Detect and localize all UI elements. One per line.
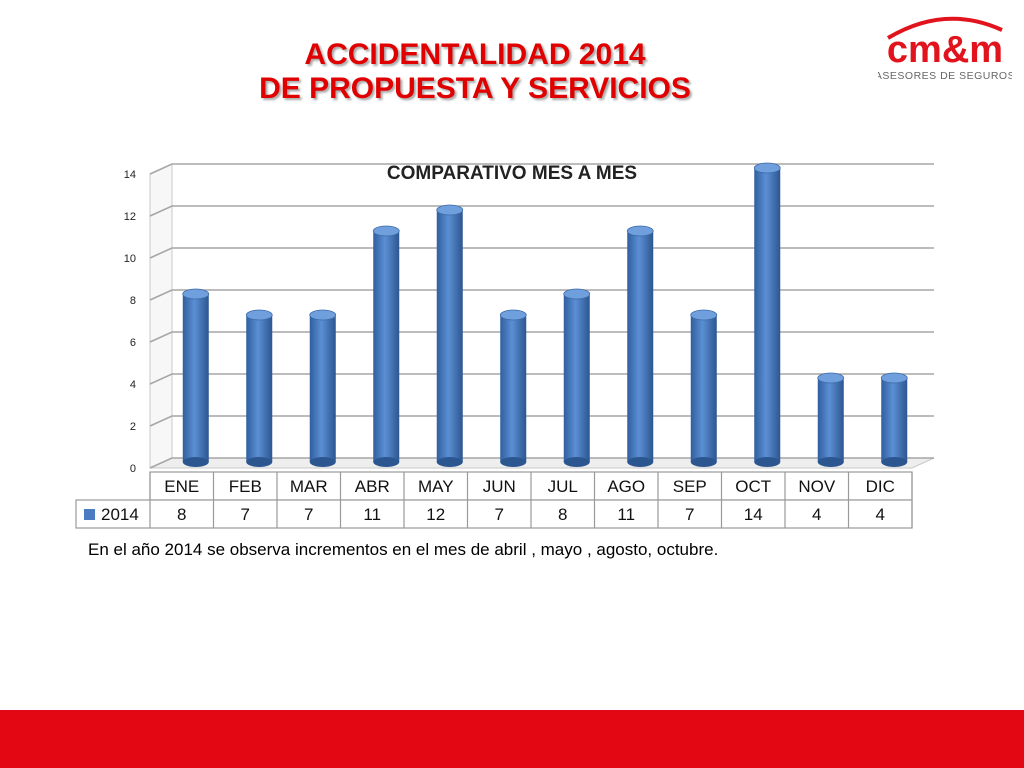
bar-top	[182, 288, 210, 300]
x-tick-label: ABR	[355, 477, 390, 496]
bar-top	[817, 372, 845, 384]
data-label: 7	[495, 505, 504, 524]
x-tick-label: FEB	[229, 477, 262, 496]
x-tick-label: MAR	[290, 477, 328, 496]
logo-text-main: cm&m	[887, 29, 1003, 71]
bar-base	[817, 457, 844, 467]
legend-swatch	[84, 509, 95, 520]
bar-base	[373, 457, 400, 467]
bar-base	[436, 457, 463, 467]
gridline	[149, 247, 934, 259]
bar-top	[753, 162, 781, 174]
bar	[627, 231, 654, 462]
bar-top	[690, 309, 718, 321]
data-label: 12	[426, 505, 445, 524]
company-logo: cm&m ASESORES DE SEGUROS	[878, 16, 1012, 82]
x-tick-label: MAY	[418, 477, 454, 496]
data-label: 4	[876, 505, 885, 524]
y-tick-label: 8	[130, 295, 136, 307]
x-tick-label: JUL	[548, 477, 578, 496]
bar	[309, 315, 336, 462]
bar-top	[309, 309, 337, 321]
bar-top	[880, 372, 908, 384]
bar	[881, 378, 908, 462]
gridline	[149, 205, 934, 217]
data-label: 8	[558, 505, 567, 524]
x-tick-label: OCT	[735, 477, 771, 496]
bar-base	[182, 457, 209, 467]
bar-top	[372, 225, 400, 237]
legend-label: 2014	[101, 505, 139, 524]
observation-note: En el año 2014 se observa incrementos en…	[88, 540, 719, 559]
y-tick-label: 12	[124, 211, 136, 223]
data-label: 8	[177, 505, 186, 524]
logo-arc	[886, 16, 1003, 40]
bar-top	[245, 309, 273, 321]
gridline	[149, 289, 934, 301]
gridline	[149, 331, 934, 343]
bar-base	[563, 457, 590, 467]
bar	[690, 315, 717, 462]
chart-title: COMPARATIVO MES A MES	[387, 163, 637, 184]
bar-base	[754, 457, 781, 467]
gridline	[149, 163, 934, 175]
bar	[182, 294, 209, 462]
bar-top	[563, 288, 591, 300]
gridline	[149, 373, 934, 385]
bar	[436, 210, 463, 462]
bar-top	[436, 204, 464, 216]
chart-side-wall	[149, 163, 173, 469]
y-tick-label: 14	[124, 169, 136, 181]
gridline	[149, 415, 934, 427]
bar-base	[881, 457, 908, 467]
bar	[246, 315, 273, 462]
x-tick-label: NOV	[798, 477, 836, 496]
bar-base	[627, 457, 654, 467]
bar-chart: 0 2 4 6 8 10 12 14 COMPARATIVO MES A MES ENE 8 FEB 7…	[75, 162, 935, 529]
bar-top	[626, 225, 654, 237]
data-label: 7	[241, 505, 250, 524]
slide-title: ACCIDENTALIDAD 2014 DE PROPUESTA Y SERVI…	[160, 38, 790, 106]
data-label: 14	[744, 505, 763, 524]
bar	[817, 378, 844, 462]
y-tick-label: 4	[130, 379, 136, 391]
data-label: 7	[685, 505, 694, 524]
x-tick-label: DIC	[866, 477, 895, 496]
data-label: 11	[363, 505, 381, 524]
bar	[563, 294, 590, 462]
x-tick-label: ENE	[164, 477, 199, 496]
bar	[754, 168, 781, 462]
gridline	[149, 457, 934, 469]
y-tick-label: 10	[124, 253, 136, 265]
data-label: 4	[812, 505, 821, 524]
x-tick-label: SEP	[673, 477, 707, 496]
bar-top	[499, 309, 527, 321]
bar	[373, 231, 400, 462]
footer-bar	[0, 710, 1024, 768]
data-label: 11	[617, 505, 635, 524]
bar	[500, 315, 527, 462]
x-tick-label: AGO	[607, 477, 645, 496]
bar-base	[500, 457, 527, 467]
y-tick-label: 0	[130, 463, 136, 475]
x-tick-label: JUN	[483, 477, 516, 496]
y-tick-label: 6	[130, 337, 136, 349]
bar-base	[309, 457, 336, 467]
title-line-1: ACCIDENTALIDAD 2014	[304, 38, 646, 71]
data-label: 7	[304, 505, 313, 524]
y-tick-label: 2	[130, 421, 136, 433]
bar-base	[246, 457, 273, 467]
title-line-2: DE PROPUESTA Y SERVICIOS	[259, 72, 691, 105]
bar-base	[690, 457, 717, 467]
logo-text-sub: ASESORES DE SEGUROS	[878, 70, 1012, 82]
